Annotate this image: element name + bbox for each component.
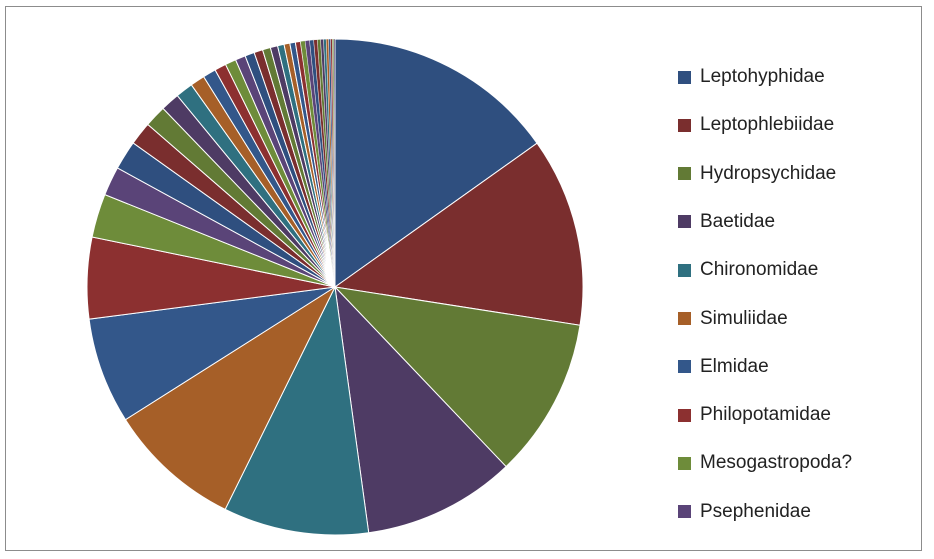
legend-item: Simuliidae (678, 305, 788, 333)
legend-label: Mesogastropoda? (700, 452, 853, 474)
legend-label: Chironomidae (700, 259, 819, 281)
legend-item: Baetidae (678, 208, 775, 236)
legend-item: Leptophlebiidae (678, 111, 834, 139)
pie-slice (333, 286, 581, 468)
pie-slice (88, 286, 336, 421)
legend-item: Leptohyphidae (678, 63, 825, 91)
pie-slice (333, 38, 336, 288)
pie-chart (86, 38, 584, 536)
legend-swatch (678, 118, 691, 132)
pie-slice (224, 285, 370, 536)
pie-slice (334, 285, 507, 534)
legend-label: Leptohyphidae (700, 66, 825, 87)
legend-label: Baetidae (700, 210, 776, 232)
legend-item: Psephenidae (678, 498, 811, 526)
legend-item: Elmidae (678, 353, 769, 381)
legend-item: Chironomidae (678, 256, 818, 284)
legend-swatch (678, 505, 691, 519)
legend-swatch (678, 70, 691, 84)
legend-swatch (678, 263, 691, 277)
legend-swatch (678, 215, 691, 229)
legend-label: Leptophlebiidae (700, 114, 835, 136)
legend-label: Hydropsychidae (700, 162, 837, 184)
pie-slice (124, 285, 337, 511)
legend-label: Philopotamidae (700, 404, 831, 426)
legend-swatch (678, 312, 691, 325)
legend-item: Mesogastropoda? (678, 449, 852, 477)
chart-area: Leptohyphidae Leptophlebiidae Hydropsychid… (5, 6, 922, 551)
pie-slice (334, 38, 538, 288)
legend-swatch (678, 360, 691, 374)
legend-swatch (678, 456, 691, 470)
legend-label: Simuliidae (700, 307, 788, 329)
legend-item: Philopotamidae (678, 401, 831, 429)
legend-label: Elmidae (700, 355, 769, 377)
legend-swatch (678, 167, 691, 181)
legend-swatch (678, 408, 691, 422)
legend-item: Hydropsychidae (678, 160, 836, 188)
pie-slice (333, 142, 584, 326)
legend-label: Psephenidae (700, 500, 811, 522)
